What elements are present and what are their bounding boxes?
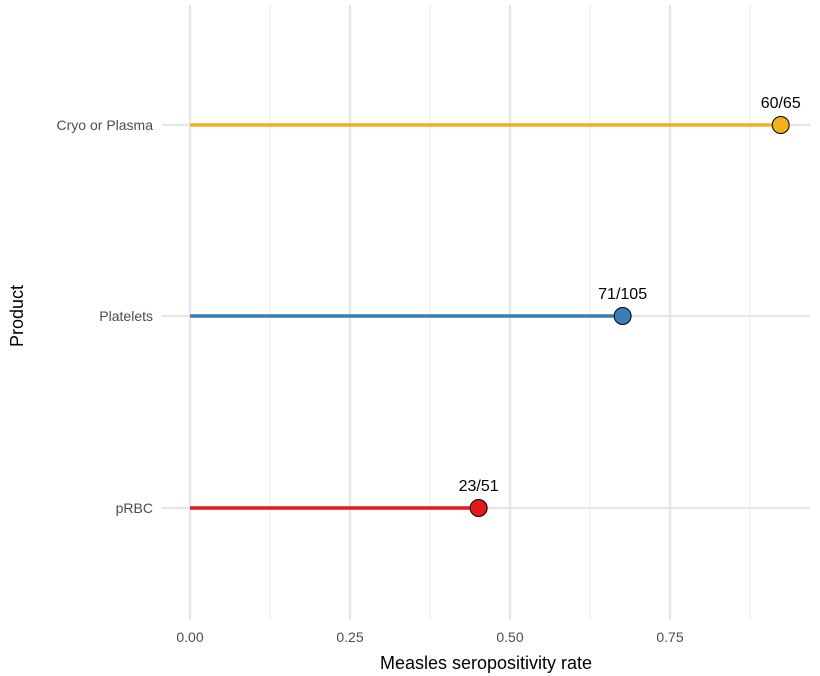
data-labels: 60/65 71/105 23/51 <box>459 95 801 495</box>
point-2 <box>469 499 488 517</box>
lollipop-stems <box>190 123 781 510</box>
data-label-1: 71/105 <box>598 286 647 303</box>
data-label-0: 60/65 <box>761 95 801 112</box>
y-axis-title: Product <box>7 285 27 347</box>
x-axis-title: Measles seropositivity rate <box>380 653 592 673</box>
y-tick-label-0: Cryo or Plasma <box>57 117 154 133</box>
x-tick-labels: 0.00 0.25 0.50 0.75 <box>176 629 683 645</box>
x-tick-label-2: 0.50 <box>496 629 523 645</box>
y-tick-label-1: Platelets <box>99 308 153 324</box>
point-1 <box>613 307 632 325</box>
x-tick-label-3: 0.75 <box>656 629 683 645</box>
lollipop-points <box>469 116 790 517</box>
y-tick-labels: Cryo or Plasma Platelets pRBC <box>57 117 154 516</box>
major-gridlines <box>162 5 810 620</box>
data-label-2: 23/51 <box>459 478 499 495</box>
point-0 <box>771 116 790 134</box>
x-tick-label-0: 0.00 <box>176 629 203 645</box>
minor-gridlines <box>269 5 751 620</box>
x-tick-label-1: 0.25 <box>336 629 363 645</box>
y-tick-label-2: pRBC <box>116 500 153 516</box>
